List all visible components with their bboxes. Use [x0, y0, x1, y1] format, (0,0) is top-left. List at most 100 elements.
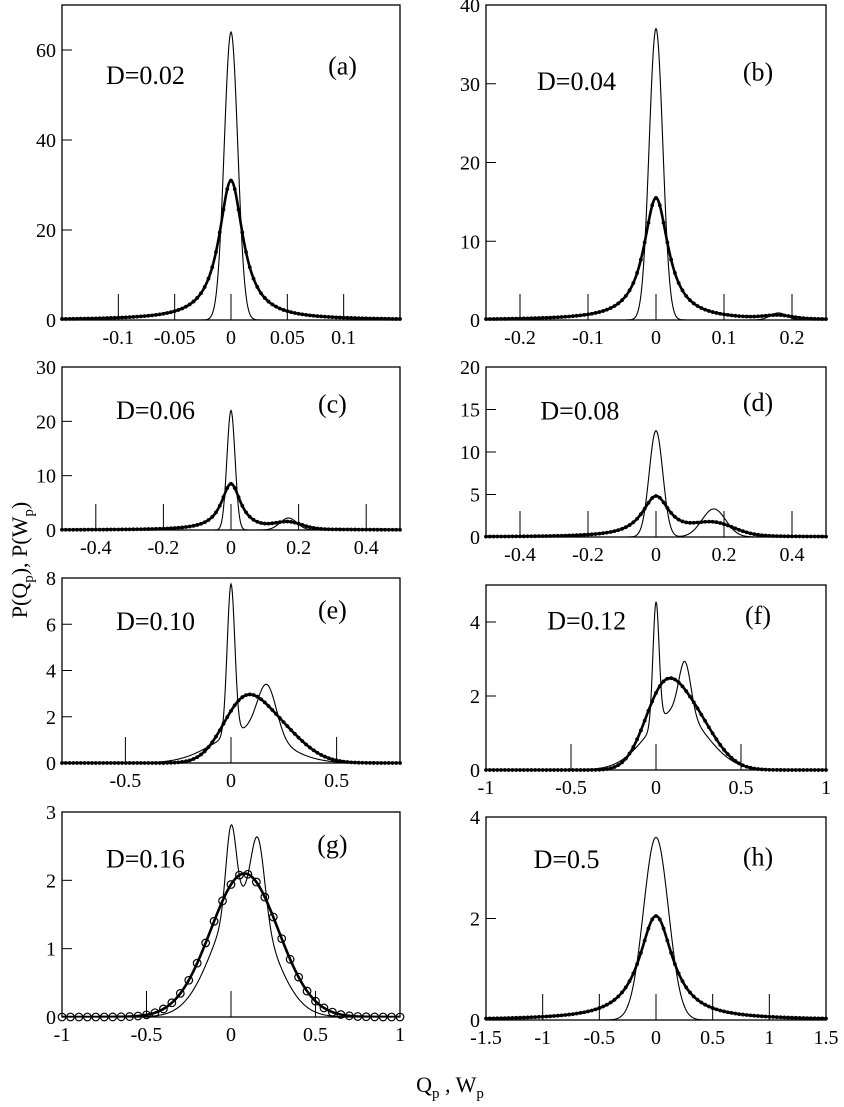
data-point	[319, 526, 324, 531]
y-tick-label: 20	[460, 357, 480, 379]
data-point	[484, 534, 488, 539]
panel-annotation: D=0.10	[116, 607, 195, 636]
data-point	[127, 761, 132, 765]
data-point	[108, 761, 113, 765]
data-point	[262, 700, 267, 705]
y-tick-label: 4	[470, 807, 480, 829]
data-point	[116, 1012, 126, 1022]
data-point	[390, 761, 395, 765]
data-point	[336, 1010, 346, 1019]
data-point	[684, 985, 689, 990]
data-point	[759, 314, 764, 319]
chart-panel-7: -1 -0.5 0 0.5 1 0 1 2 3 (g) D=0.16	[46, 802, 405, 1046]
data-point	[518, 1015, 522, 1020]
data-point	[296, 311, 301, 316]
data-point	[710, 731, 715, 736]
data-point	[574, 533, 579, 538]
y-tick-label: 0	[470, 760, 480, 782]
data-point	[540, 1014, 545, 1019]
data-point	[638, 257, 643, 262]
x-tick-label: 0	[226, 770, 236, 792]
data-point	[763, 767, 768, 772]
data-point	[627, 288, 632, 293]
data-point	[395, 1012, 405, 1022]
data-point	[379, 761, 384, 765]
data-point	[616, 763, 621, 768]
data-point	[311, 526, 316, 530]
data-point	[67, 761, 72, 765]
data-point	[247, 514, 252, 519]
data-point	[484, 768, 488, 772]
data-point	[563, 533, 568, 538]
data-point	[214, 510, 218, 515]
data-point	[232, 187, 237, 192]
x-tick-label: 1	[821, 777, 831, 799]
data-point	[218, 896, 227, 906]
data-point	[262, 521, 267, 526]
data-point	[567, 314, 572, 319]
data-point	[567, 768, 572, 772]
data-point	[578, 533, 583, 537]
data-point	[506, 316, 511, 321]
data-point	[353, 760, 357, 765]
data-point	[786, 534, 791, 539]
data-point	[364, 760, 369, 765]
data-point	[740, 314, 745, 319]
data-point	[349, 527, 354, 532]
data-point	[169, 526, 173, 531]
data-point	[680, 684, 685, 689]
data-point	[244, 250, 248, 254]
data-point	[748, 531, 753, 536]
data-point	[771, 1015, 776, 1019]
data-point	[559, 315, 564, 319]
data-point	[506, 1016, 511, 1020]
data-point	[661, 679, 666, 684]
data-point	[616, 528, 621, 533]
data-point	[161, 761, 166, 765]
data-point	[635, 271, 640, 275]
data-point	[262, 296, 267, 300]
data-point	[270, 302, 275, 307]
x-tick-label: -0.1	[102, 327, 134, 349]
data-point	[540, 534, 545, 539]
data-point	[612, 765, 617, 769]
x-tick-label: -0.05	[154, 327, 196, 349]
data-point	[688, 694, 692, 699]
y-tick-label: 8	[46, 568, 56, 590]
data-point	[386, 527, 391, 532]
data-point	[536, 768, 541, 772]
data-point	[82, 316, 87, 321]
data-point	[356, 316, 361, 321]
panel-annotation: D=0.04	[537, 67, 616, 96]
data-point	[718, 742, 723, 747]
data-point	[544, 534, 549, 538]
data-point	[379, 316, 384, 321]
y-tick-label: 10	[460, 231, 480, 253]
x-tick-label: 0	[651, 327, 661, 349]
data-point	[277, 520, 282, 525]
data-point	[710, 310, 715, 314]
data-point	[589, 532, 594, 537]
x-tick-label: -0.4	[80, 537, 112, 559]
data-point	[555, 315, 560, 320]
data-point	[90, 316, 94, 321]
data-point	[627, 523, 632, 527]
data-point	[638, 512, 643, 517]
data-point	[518, 768, 522, 772]
data-point	[180, 525, 185, 530]
chart-panel-2: -0.2 -0.1 0 0.1 0.2 0 10 20 30 40 (b) D=0.04	[460, 0, 828, 349]
data-point	[315, 314, 320, 319]
data-point	[142, 314, 147, 319]
data-point	[824, 534, 828, 539]
data-point	[782, 313, 787, 318]
data-point	[763, 533, 768, 538]
data-point	[495, 1016, 500, 1021]
data-point	[165, 311, 170, 315]
data-point	[105, 316, 109, 320]
data-point	[398, 527, 402, 532]
data-point	[255, 694, 260, 699]
data-point	[695, 520, 700, 525]
data-point	[657, 203, 662, 208]
data-point	[499, 1016, 504, 1021]
data-point	[578, 768, 583, 772]
